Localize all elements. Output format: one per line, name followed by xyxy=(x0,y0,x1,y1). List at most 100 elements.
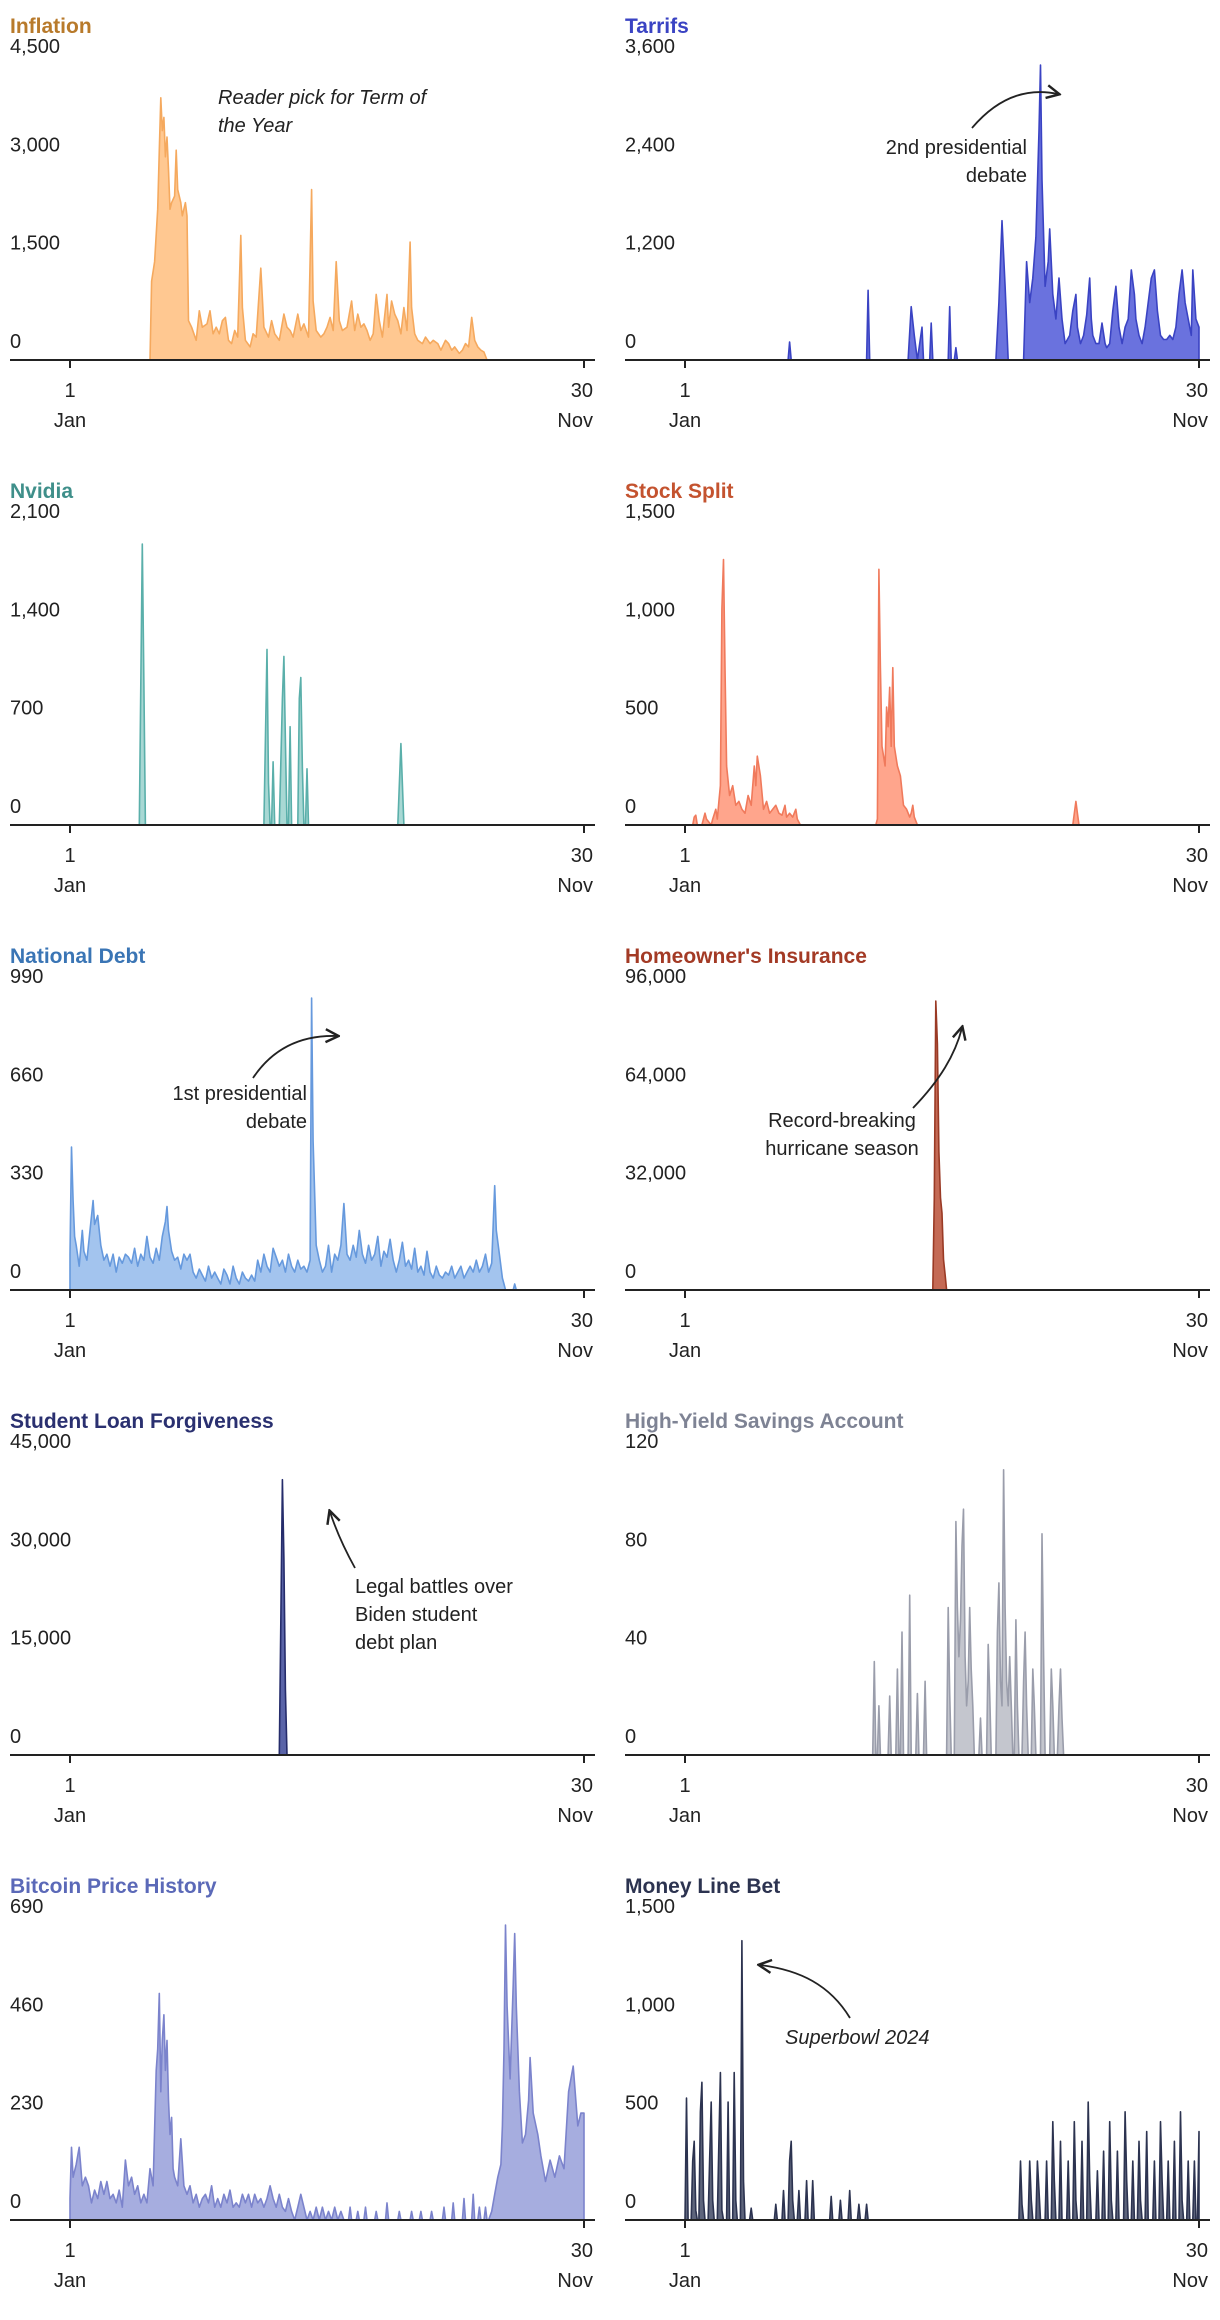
x-tick-month: Nov xyxy=(557,410,593,432)
annotation-text: 1st presidential debate xyxy=(172,1083,307,1133)
panel-title: Student Loan Forgiveness xyxy=(10,1410,274,1433)
y-tick-label: 330 xyxy=(10,1163,43,1185)
x-tick-day: 1 xyxy=(64,2240,75,2262)
panel-title: National Debt xyxy=(10,945,145,968)
x-tick-day: 1 xyxy=(679,380,690,402)
x-tick-month: Nov xyxy=(1172,875,1208,897)
y-tick-label: 1,000 xyxy=(625,599,675,621)
x-tick-month: Jan xyxy=(669,1805,701,1827)
y-tick-label: 690 xyxy=(10,1896,43,1918)
y-tick-label: 700 xyxy=(10,698,43,720)
area-series xyxy=(932,1000,948,1291)
y-tick-label: 990 xyxy=(10,966,43,988)
y-tick-label: 500 xyxy=(625,2093,658,2115)
annotation-arrow xyxy=(252,1036,337,1079)
x-tick-month: Nov xyxy=(1172,1340,1208,1362)
y-tick-label: 0 xyxy=(625,1726,636,1748)
x-tick-month: Nov xyxy=(1172,1805,1208,1827)
y-tick-label: 0 xyxy=(10,796,21,818)
y-tick-label: 96,000 xyxy=(625,966,686,988)
y-tick-label: 15,000 xyxy=(10,1628,71,1650)
y-tick-label: 1,400 xyxy=(10,599,60,621)
y-tick-label: 80 xyxy=(625,1529,647,1551)
panel-title: Inflation xyxy=(10,15,92,38)
y-tick-label: 0 xyxy=(10,1726,21,1748)
x-tick-day: 30 xyxy=(571,1310,593,1332)
y-tick-label: 500 xyxy=(625,698,658,720)
y-tick-label: 120 xyxy=(625,1431,658,1453)
x-tick-day: 1 xyxy=(64,845,75,867)
x-tick-month: Nov xyxy=(557,1340,593,1362)
area-series xyxy=(684,1939,1200,2221)
x-tick-month: Jan xyxy=(54,410,86,432)
y-tick-label: 40 xyxy=(625,1628,647,1650)
x-tick-day: 1 xyxy=(64,1310,75,1332)
y-tick-label: 0 xyxy=(10,1261,21,1283)
x-tick-month: Jan xyxy=(669,875,701,897)
annotation-text: Legal battles over Biden student debt plan xyxy=(355,1576,513,1654)
x-tick-day: 30 xyxy=(1186,1775,1208,1797)
panel-title: Stock Split xyxy=(625,480,734,503)
y-tick-label: 0 xyxy=(625,796,636,818)
x-tick-month: Jan xyxy=(54,875,86,897)
panel-title: Homeowner's Insurance xyxy=(625,945,867,968)
x-tick-day: 30 xyxy=(1186,380,1208,402)
panel-title: Tarrifs xyxy=(625,15,689,38)
x-tick-day: 30 xyxy=(571,380,593,402)
y-tick-label: 0 xyxy=(10,331,21,353)
panel-title: High-Yield Savings Account xyxy=(625,1410,903,1433)
y-tick-label: 2,400 xyxy=(625,134,675,156)
x-tick-month: Nov xyxy=(557,875,593,897)
y-tick-label: 230 xyxy=(10,2093,43,2115)
area-series xyxy=(787,64,1200,361)
y-tick-label: 64,000 xyxy=(625,1064,686,1086)
y-tick-label: 660 xyxy=(10,1064,43,1086)
annotation-arrow xyxy=(971,92,1058,129)
x-tick-month: Jan xyxy=(54,2270,86,2292)
x-tick-day: 1 xyxy=(64,380,75,402)
annotation-arrow xyxy=(760,1965,851,2019)
area-series xyxy=(138,543,405,826)
y-tick-label: 45,000 xyxy=(10,1431,71,1453)
y-tick-label: 0 xyxy=(625,331,636,353)
x-tick-day: 1 xyxy=(679,845,690,867)
y-tick-label: 4,500 xyxy=(10,36,60,58)
annotation-text: Record-breaking hurricane season xyxy=(765,1110,918,1160)
y-tick-label: 0 xyxy=(10,2191,21,2213)
y-tick-label: 1,500 xyxy=(10,233,60,255)
x-tick-month: Nov xyxy=(557,1805,593,1827)
y-tick-label: 3,600 xyxy=(625,36,675,58)
area-series xyxy=(871,1469,1065,1756)
x-tick-month: Jan xyxy=(669,410,701,432)
area-series xyxy=(149,97,488,361)
annotation-arrow xyxy=(330,1512,356,1569)
area-series xyxy=(691,558,1080,826)
x-tick-month: Nov xyxy=(557,2270,593,2292)
y-tick-label: 460 xyxy=(10,1994,43,2016)
annotation-text: Reader pick for Term of the Year xyxy=(218,87,429,137)
x-tick-month: Jan xyxy=(669,1340,701,1362)
annotation-arrow xyxy=(912,1028,962,1109)
x-tick-day: 30 xyxy=(571,2240,593,2262)
y-tick-label: 2,100 xyxy=(10,501,60,523)
x-tick-day: 1 xyxy=(679,2240,690,2262)
area-series xyxy=(69,1924,585,2221)
x-tick-day: 1 xyxy=(64,1775,75,1797)
panel-title: Bitcoin Price History xyxy=(10,1875,217,1898)
panel-title: Money Line Bet xyxy=(625,1875,780,1898)
y-tick-label: 30,000 xyxy=(10,1529,71,1551)
x-tick-day: 30 xyxy=(1186,2240,1208,2262)
x-tick-month: Jan xyxy=(669,2270,701,2292)
x-tick-day: 1 xyxy=(679,1310,690,1332)
x-tick-month: Nov xyxy=(1172,2270,1208,2292)
x-tick-day: 1 xyxy=(679,1775,690,1797)
